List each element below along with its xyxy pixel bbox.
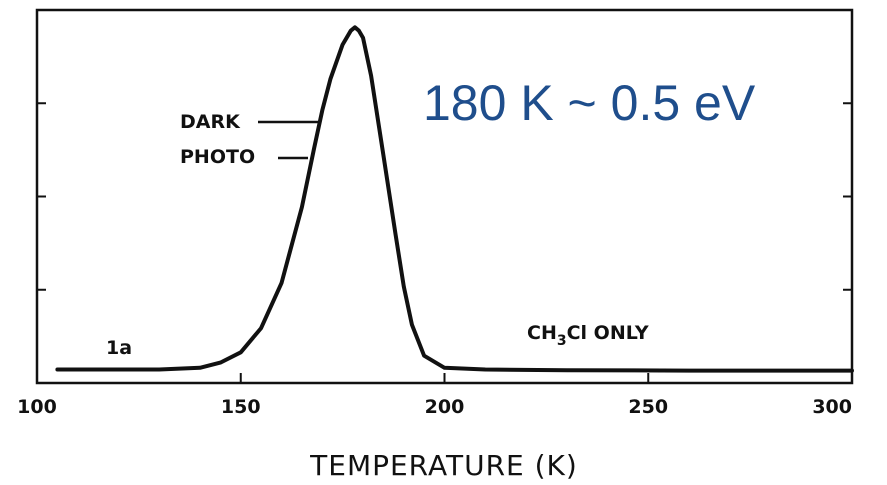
annotation-species: CH3Cl ONLY xyxy=(527,322,649,349)
overlay-energy-text: 180 K ~ 0.5 eV xyxy=(423,75,756,131)
annotation-dark: DARK xyxy=(180,111,241,133)
x-tick-labels: 100 150 200 250 300 xyxy=(17,396,852,418)
annotation-panel-label: 1a xyxy=(106,337,132,359)
x-tick-label: 300 xyxy=(812,396,852,418)
x-tick-label: 250 xyxy=(628,396,668,418)
series-line xyxy=(55,25,854,373)
x-tick-label: 200 xyxy=(425,396,465,418)
plot-frame xyxy=(35,8,854,385)
tick-marks xyxy=(36,102,853,383)
x-axis-title: TEMPERATURE (K) xyxy=(309,449,578,482)
annotation-photo: PHOTO xyxy=(180,146,255,168)
x-tick-label: 150 xyxy=(221,396,261,418)
x-tick-label: 100 xyxy=(17,396,57,418)
